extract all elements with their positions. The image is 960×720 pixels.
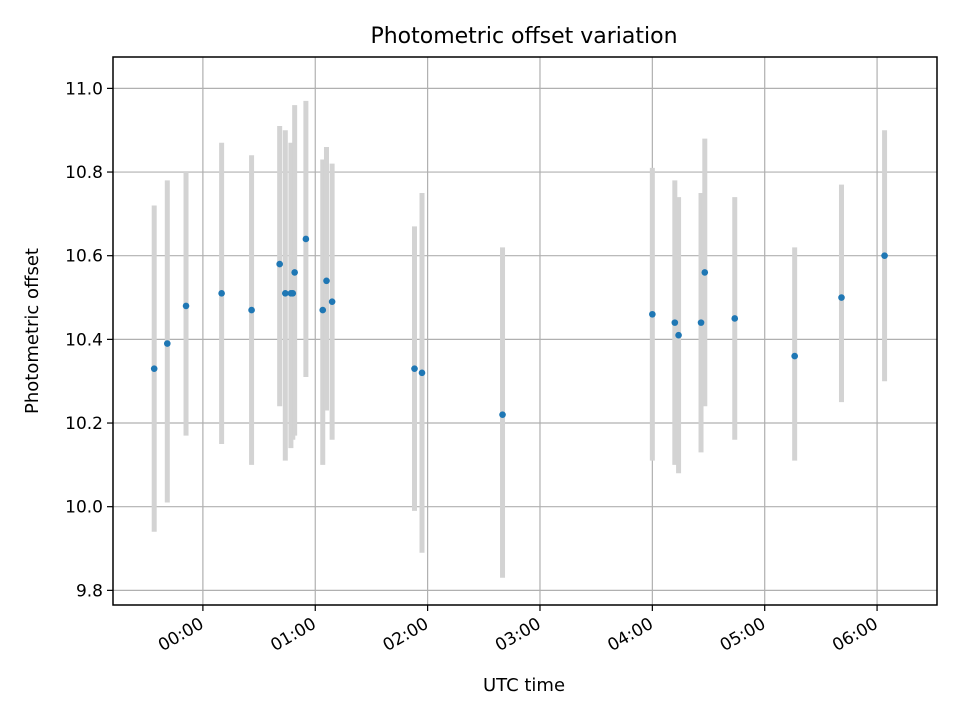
data-point	[881, 252, 888, 260]
data-point	[323, 277, 330, 285]
data-point	[164, 340, 171, 347]
x-axis-label: UTC time	[483, 675, 565, 696]
y-axis-label: Photometric offset	[22, 248, 43, 414]
y-tick-label: 9.8	[76, 581, 103, 601]
data-point	[276, 260, 283, 268]
data-point	[182, 302, 190, 310]
data-point	[289, 290, 297, 297]
data-point	[218, 290, 225, 297]
data-point	[319, 306, 327, 314]
data-point	[675, 331, 682, 339]
plot-frame	[112, 56, 938, 606]
y-tick-label: 10.2	[65, 414, 103, 434]
data-point	[328, 298, 336, 306]
data-point	[418, 369, 426, 377]
data-point	[281, 290, 289, 297]
data-points	[150, 235, 888, 418]
y-tick-label: 11.0	[65, 79, 103, 99]
y-tick-label: 10.0	[65, 498, 103, 518]
chart-title: Photometric offset variation	[370, 24, 677, 49]
y-tick-label: 10.4	[65, 330, 103, 350]
data-point	[411, 365, 418, 372]
y-tick-label: 10.6	[65, 247, 103, 267]
y-axis-ticks: 9.8 10.0 10.2 10.4 10.6 10.8 11.0	[65, 79, 113, 601]
data-point	[697, 319, 705, 326]
data-point	[150, 365, 158, 372]
data-point	[291, 269, 298, 276]
data-point	[671, 319, 679, 326]
y-tick-label: 10.8	[65, 163, 103, 183]
data-point	[701, 269, 709, 276]
data-point	[248, 306, 255, 314]
data-point	[791, 352, 798, 360]
data-point	[302, 235, 310, 243]
data-point	[838, 294, 845, 301]
data-point	[499, 411, 506, 418]
data-point	[649, 310, 656, 318]
data-point	[731, 315, 739, 322]
